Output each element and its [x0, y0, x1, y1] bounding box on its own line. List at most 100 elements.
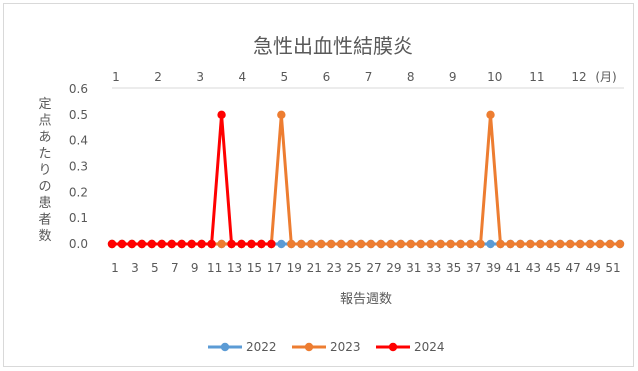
data-point-2022 [486, 239, 495, 249]
data-point-2023 [456, 239, 465, 249]
x-tick-label: 1 [111, 261, 119, 275]
x-tick-label: 33 [426, 261, 441, 275]
data-point-2024 [217, 110, 226, 120]
x-tick-label: 49 [585, 261, 600, 275]
data-point-2023 [496, 239, 505, 249]
month-label: 11 [529, 70, 544, 84]
x-tick-label: 7 [171, 261, 179, 275]
y-tick-label: 0.1 [69, 211, 88, 225]
month-label: 2 [154, 70, 162, 84]
data-point-2023 [316, 239, 326, 249]
month-label: 6 [323, 70, 331, 84]
data-point-2023 [436, 239, 445, 249]
data-point-2023 [536, 239, 545, 249]
legend-marker-2024 [388, 342, 398, 352]
data-point-2024 [167, 239, 176, 249]
y-tick-label: 0.4 [69, 134, 88, 148]
series-line-2024 [112, 113, 272, 246]
x-tick-label: 27 [366, 261, 381, 275]
data-point-2023 [217, 239, 226, 249]
data-point-2024 [247, 239, 256, 249]
data-point-2024 [187, 239, 196, 249]
data-point-2024 [177, 239, 186, 249]
month-suffix-label: (月) [595, 70, 616, 84]
data-point-2023 [466, 239, 475, 249]
y-tick-label: 0.6 [69, 82, 88, 96]
x-tick-label: 35 [446, 261, 461, 275]
month-label: 1 [112, 70, 120, 84]
data-point-2023 [297, 239, 306, 249]
data-point-2024 [157, 239, 167, 249]
chart-title: 急性出血性結膜炎 [253, 34, 413, 58]
x-tick-label: 11 [207, 261, 222, 275]
data-point-2023 [546, 239, 555, 249]
data-point-2024 [257, 239, 266, 249]
data-point-2024 [237, 239, 246, 249]
series-line-2023 [112, 113, 620, 246]
data-point-2023 [326, 239, 336, 249]
data-point-2023 [396, 239, 406, 249]
month-label: 4 [238, 70, 246, 84]
legend-marker-2023 [304, 342, 314, 352]
y-axis-title: 定点あたりの患者数 [38, 97, 51, 244]
y-tick-label: 0.0 [69, 237, 88, 251]
data-point-2023 [307, 239, 316, 249]
x-tick-label: 37 [466, 261, 481, 275]
data-point-2024 [227, 239, 236, 249]
data-point-2023 [366, 239, 376, 249]
month-label: 3 [196, 70, 204, 84]
data-point-2024 [207, 239, 216, 249]
data-point-2023 [585, 239, 595, 249]
data-point-2023 [446, 239, 455, 249]
x-tick-label: 45 [546, 261, 561, 275]
x-tick-label: 13 [227, 261, 242, 275]
legend-label-2023: 2023 [330, 340, 361, 354]
month-label: 8 [407, 70, 415, 84]
data-point-2023 [605, 239, 615, 249]
data-point-2024 [267, 239, 276, 249]
month-label: 9 [449, 70, 457, 84]
data-point-2024 [197, 239, 206, 249]
data-point-2024 [137, 239, 147, 249]
data-point-2023 [476, 239, 485, 249]
month-label: 10 [487, 70, 502, 84]
month-label: 5 [281, 70, 289, 84]
data-point-2023 [615, 239, 625, 249]
y-tick-label: 0.3 [69, 160, 88, 174]
data-point-2024 [107, 239, 117, 249]
data-point-2023 [575, 239, 585, 249]
data-point-2023 [287, 239, 296, 249]
data-point-2023 [486, 110, 495, 120]
x-tick-label: 23 [326, 261, 341, 275]
month-label: 7 [365, 70, 373, 84]
data-point-2023 [595, 239, 605, 249]
data-point-2023 [346, 239, 356, 249]
data-point-2023 [526, 239, 535, 249]
data-point-2023 [376, 239, 386, 249]
chart-frame: 急性出血性結膜炎 1 2 3 4 5 6 7 8 9 10 11 12 (月) 0.0 0.1 0.2 0.3 0.… [3, 3, 634, 367]
x-axis-title: 報告週数 [340, 292, 392, 307]
data-point-2023 [426, 239, 435, 249]
legend-label-2024: 2024 [414, 340, 445, 354]
data-point-2023 [356, 239, 366, 249]
x-tick-label: 47 [566, 261, 581, 275]
data-point-2023 [406, 239, 416, 249]
x-tick-label: 43 [526, 261, 541, 275]
x-tick-label: 17 [267, 261, 282, 275]
data-point-2024 [147, 239, 157, 249]
x-tick-label: 3 [131, 261, 139, 275]
legend-label-2022: 2022 [246, 340, 277, 354]
data-point-2024 [127, 239, 137, 249]
y-tick-label: 0.5 [69, 108, 88, 122]
x-tick-label: 5 [151, 261, 159, 275]
x-tick-label: 51 [605, 261, 620, 275]
x-tick-label: 9 [191, 261, 199, 275]
data-point-2023 [386, 239, 396, 249]
data-point-2023 [516, 239, 525, 249]
x-tick-label: 25 [346, 261, 361, 275]
x-tick-label: 21 [307, 261, 322, 275]
data-point-2022 [277, 239, 286, 249]
data-point-2023 [506, 239, 515, 249]
x-tick-label: 29 [386, 261, 401, 275]
